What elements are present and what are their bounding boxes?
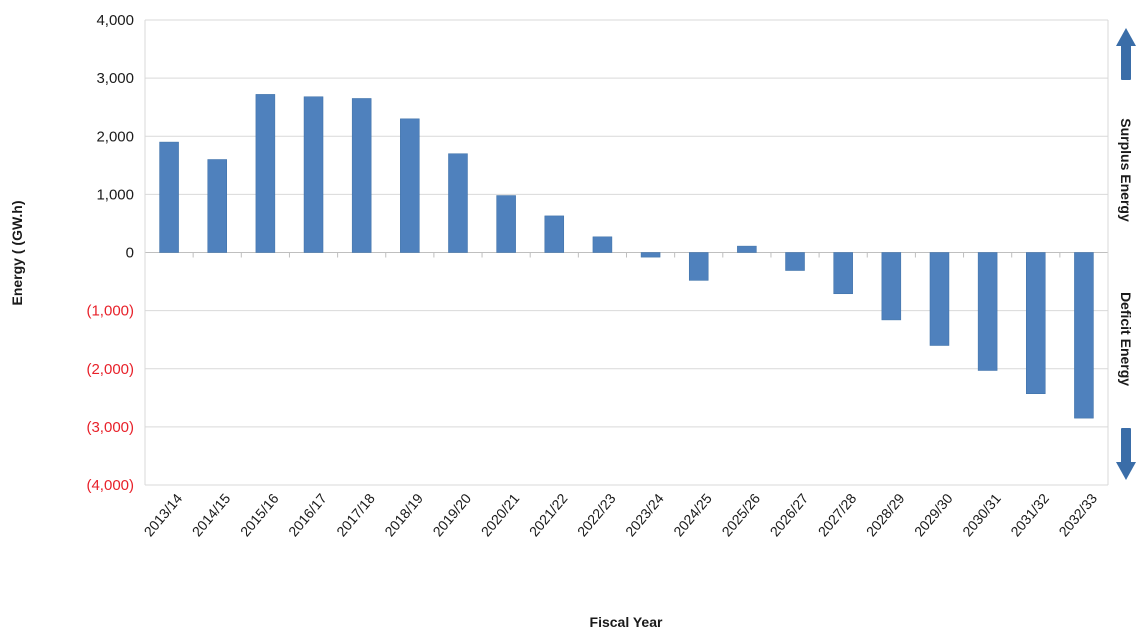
x-tick-label: 2014/15: [189, 490, 234, 539]
bar-2013-14: [159, 141, 179, 253]
bar-2027-28: [833, 252, 853, 295]
x-tick-label: 2021/22: [526, 490, 571, 539]
x-tick-label: 2018/19: [381, 490, 426, 539]
x-tick-label: 2024/25: [670, 490, 715, 539]
x-tick-label: 2019/20: [429, 490, 474, 539]
x-axis-title: Fiscal Year: [590, 614, 663, 630]
x-tick-label: 2013/14: [141, 490, 186, 539]
bar-2025-26: [737, 245, 757, 253]
x-tick-label: 2030/31: [959, 490, 1004, 539]
y-axis-title: Energy ( (GW.h): [9, 201, 25, 306]
bar-2019-20: [448, 153, 468, 253]
x-tick-label: 2017/18: [333, 490, 378, 539]
bar-2020-21: [496, 195, 516, 253]
bar-2031-32: [1026, 252, 1046, 394]
bar-2032-33: [1074, 252, 1094, 419]
x-tick-label: 2032/33: [1055, 490, 1100, 539]
x-tick-label: 2016/17: [285, 490, 330, 539]
y-tick-label: 2,000: [96, 128, 134, 145]
bar-2018-19: [400, 118, 420, 253]
bar-2021-22: [544, 215, 565, 253]
bar-2028-29: [881, 252, 902, 321]
bar-2030-31: [977, 252, 998, 371]
y-tick-label: (3,000): [86, 419, 134, 436]
bar-2022-23: [592, 236, 613, 253]
x-tick-label: 2031/32: [1007, 490, 1052, 539]
bar-2014-15: [207, 159, 227, 253]
y-tick-label: 3,000: [96, 70, 134, 87]
x-axis-tick-labels: 2013/14 2014/15 2015/16 2016/17 2017/18 2018/…: [141, 490, 1101, 539]
y-axis-tick-labels: 4,000 3,000 2,000 1,000 0 (1,000) (2,000) (3,00…: [86, 12, 134, 494]
bar-2015-16: [255, 94, 276, 253]
bar-2016-17: [303, 96, 324, 253]
y-tick-label: (2,000): [86, 361, 134, 378]
y-tick-label: 1,000: [96, 186, 134, 203]
deficit-down-arrow-icon: [1116, 428, 1136, 480]
x-tick-label: 2022/23: [574, 490, 619, 539]
bar-2023-24: [640, 252, 661, 258]
bar-2024-25: [688, 252, 709, 281]
x-tick-label: 2023/24: [622, 490, 667, 539]
y-tick-label: (1,000): [86, 303, 134, 320]
bar-2017-18: [351, 98, 372, 253]
x-tick-label: 2020/21: [478, 490, 523, 539]
bar-2029-30: [929, 252, 950, 346]
y-tick-label: 4,000: [96, 12, 134, 29]
x-tick-label: 2027/28: [815, 490, 860, 539]
grid-lines: [144, 19, 1108, 486]
bar-2026-27: [785, 252, 805, 271]
x-tick-label: 2029/30: [911, 490, 956, 539]
y-tick-label: (4,000): [86, 477, 134, 494]
bars: [159, 94, 1094, 419]
x-tick-label: 2015/16: [237, 490, 282, 539]
y-tick-label: 0: [126, 245, 134, 262]
deficit-energy-label: Deficit Energy: [1118, 292, 1134, 386]
x-tick-label: 2028/29: [863, 490, 908, 539]
surplus-energy-label: Surplus Energy: [1118, 118, 1134, 222]
x-tick-label: 2026/27: [767, 490, 812, 539]
x-tick-label: 2025/26: [718, 490, 763, 539]
surplus-up-arrow-icon: [1116, 28, 1136, 80]
